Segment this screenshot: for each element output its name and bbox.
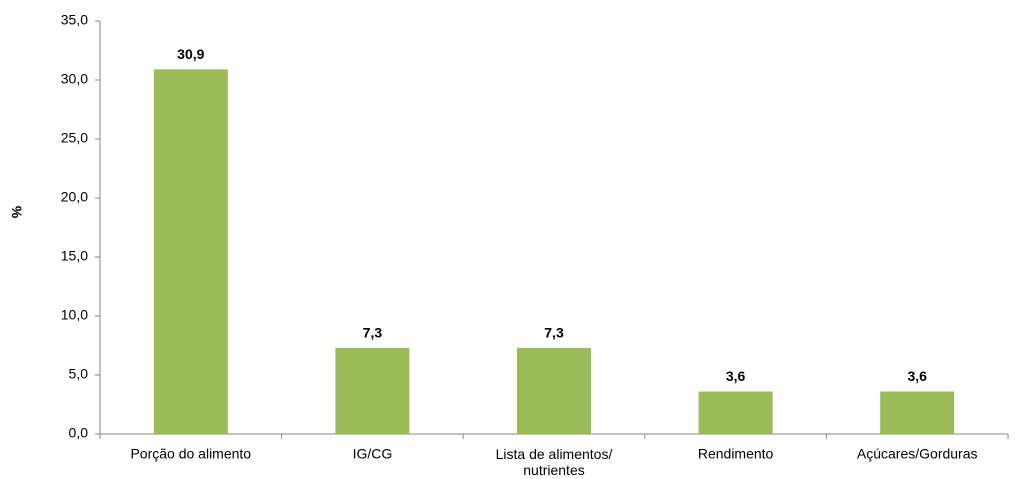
value-label: 3,6 bbox=[907, 368, 927, 384]
y-tick-label: 30,0 bbox=[61, 71, 88, 87]
x-tick-label: Açúcares/Gorduras bbox=[857, 446, 978, 462]
y-tick-label: 0,0 bbox=[69, 425, 89, 441]
bar bbox=[880, 391, 955, 434]
y-tick-label: 25,0 bbox=[61, 130, 88, 146]
bar bbox=[335, 347, 410, 434]
y-axis-label: % bbox=[9, 205, 25, 218]
value-label: 7,3 bbox=[544, 325, 564, 341]
y-tick-label: 10,0 bbox=[61, 307, 88, 323]
x-tick-label: Lista de alimentos/nutrientes bbox=[496, 446, 613, 478]
y-tick-label: 35,0 bbox=[61, 12, 88, 28]
bar bbox=[698, 391, 773, 434]
bar bbox=[517, 347, 591, 434]
value-label: 7,3 bbox=[363, 325, 383, 341]
x-tick-label: Rendimento bbox=[698, 446, 774, 462]
x-tick-label: Porção do alimento bbox=[130, 446, 251, 462]
x-tick-label: IG/CG bbox=[353, 446, 393, 462]
y-tick-label: 15,0 bbox=[61, 248, 88, 264]
bar bbox=[153, 69, 228, 434]
y-tick-label: 5,0 bbox=[69, 366, 89, 382]
y-tick-label: 20,0 bbox=[61, 189, 88, 205]
value-label: 3,6 bbox=[726, 368, 746, 384]
value-label: 30,9 bbox=[177, 46, 204, 62]
